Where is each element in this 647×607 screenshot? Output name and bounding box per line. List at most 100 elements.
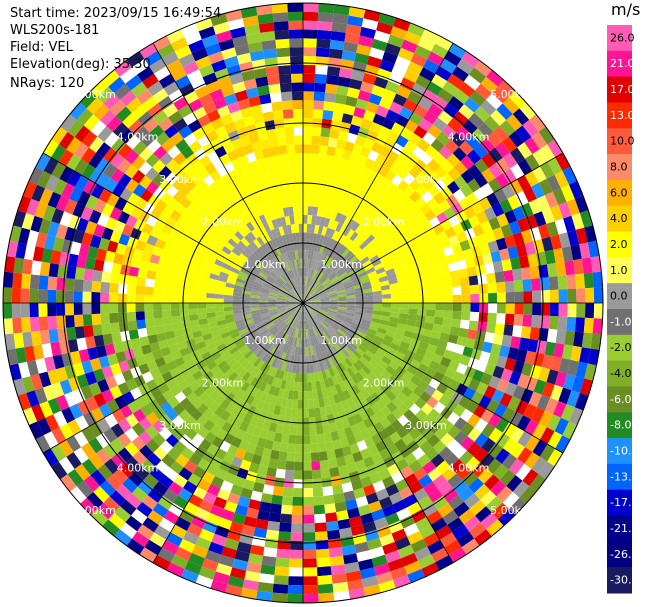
velocity-gate xyxy=(115,243,127,255)
velocity-gate xyxy=(291,91,303,101)
velocity-gate xyxy=(275,378,283,389)
velocity-gate xyxy=(277,306,286,310)
velocity-gate xyxy=(309,291,318,298)
velocity-gate xyxy=(357,89,372,102)
velocity-gate xyxy=(147,334,159,345)
velocity-gate xyxy=(379,384,391,395)
velocity-gate xyxy=(541,236,554,252)
velocity-gate xyxy=(397,402,410,415)
velocity-gate xyxy=(142,73,159,89)
velocity-gate xyxy=(528,391,542,408)
velocity-gate xyxy=(480,512,498,530)
velocity-gate xyxy=(367,425,378,437)
velocity-gate xyxy=(306,277,310,286)
velocity-gate xyxy=(379,177,392,189)
velocity-gate xyxy=(496,237,508,251)
velocity-gate xyxy=(145,318,155,328)
velocity-gate xyxy=(52,354,65,370)
range-ring-label: 1.00km xyxy=(320,258,362,271)
velocity-gate xyxy=(409,178,422,191)
velocity-gate xyxy=(332,412,342,423)
velocity-gate xyxy=(305,286,309,295)
velocity-gate xyxy=(289,251,294,261)
velocity-gate xyxy=(423,59,440,74)
velocity-gate xyxy=(157,364,170,376)
velocity-gate xyxy=(284,283,292,291)
velocity-gate xyxy=(226,529,242,542)
velocity-gate xyxy=(513,314,524,327)
velocity-gate xyxy=(311,305,320,309)
velocity-gate xyxy=(432,353,443,364)
velocity-gate xyxy=(265,529,279,540)
velocity-gate xyxy=(282,285,290,292)
velocity-gate xyxy=(473,447,489,463)
velocity-gate xyxy=(368,358,379,368)
velocity-gate xyxy=(183,460,198,474)
velocity-gate xyxy=(291,73,303,83)
velocity-gate xyxy=(64,391,78,408)
colorbar-swatch xyxy=(607,309,632,336)
velocity-gate xyxy=(546,414,561,432)
velocity-gate xyxy=(317,287,326,294)
velocity-gate xyxy=(355,381,366,392)
velocity-gate xyxy=(432,152,447,166)
velocity-gate xyxy=(474,158,489,174)
velocity-gate xyxy=(356,420,368,432)
velocity-gate xyxy=(21,273,31,289)
velocity-gate xyxy=(359,356,369,366)
velocity-gate xyxy=(480,220,493,234)
velocity-gate xyxy=(210,330,221,338)
velocity-gate xyxy=(273,329,281,338)
velocity-gate xyxy=(203,419,215,432)
velocity-gate xyxy=(291,523,303,533)
velocity-gate xyxy=(226,321,236,328)
velocity-gate xyxy=(317,575,333,585)
velocity-gate xyxy=(291,188,298,198)
velocity-gate xyxy=(188,364,200,376)
velocity-gate xyxy=(139,336,150,347)
velocity-gate xyxy=(338,527,353,539)
velocity-gate xyxy=(353,163,364,174)
velocity-gate xyxy=(235,206,246,218)
velocity-gate xyxy=(456,231,468,243)
velocity-gate xyxy=(294,302,303,303)
velocity-gate xyxy=(47,369,60,385)
velocity-gate xyxy=(168,110,183,125)
velocity-gate xyxy=(468,275,479,286)
velocity-gate xyxy=(295,435,303,445)
velocity-gate xyxy=(210,230,221,241)
velocity-gate xyxy=(174,238,186,250)
velocity-gate xyxy=(70,350,82,365)
velocity-gate xyxy=(459,239,471,252)
velocity-gate xyxy=(295,161,303,171)
velocity-gate xyxy=(410,236,421,247)
velocity-gate xyxy=(335,175,344,186)
velocity-gate xyxy=(538,410,553,428)
velocity-gate xyxy=(250,297,260,301)
velocity-gate xyxy=(259,308,269,313)
velocity-gate xyxy=(236,541,252,554)
velocity-gate xyxy=(337,130,349,142)
velocity-gate xyxy=(197,134,211,148)
velocity-gate xyxy=(318,145,328,155)
velocity-gate xyxy=(417,363,429,374)
velocity-gate xyxy=(456,336,467,347)
velocity-gate xyxy=(363,138,375,150)
velocity-gate xyxy=(315,215,322,226)
velocity-gate xyxy=(313,91,326,102)
velocity-gate xyxy=(371,508,386,522)
velocity-gate xyxy=(430,517,448,533)
velocity-gate xyxy=(423,110,438,125)
velocity-gate xyxy=(230,157,242,170)
velocity-gate xyxy=(302,303,303,312)
velocity-gate xyxy=(81,426,96,443)
velocity-gate xyxy=(453,417,468,431)
velocity-gate xyxy=(342,369,352,380)
velocity-gate xyxy=(280,311,289,318)
velocity-gate xyxy=(469,284,480,295)
velocity-gate xyxy=(345,24,362,36)
velocity-gate xyxy=(209,325,220,333)
velocity-gate xyxy=(241,249,251,259)
velocity-gate xyxy=(449,270,460,280)
velocity-gate xyxy=(435,303,445,311)
